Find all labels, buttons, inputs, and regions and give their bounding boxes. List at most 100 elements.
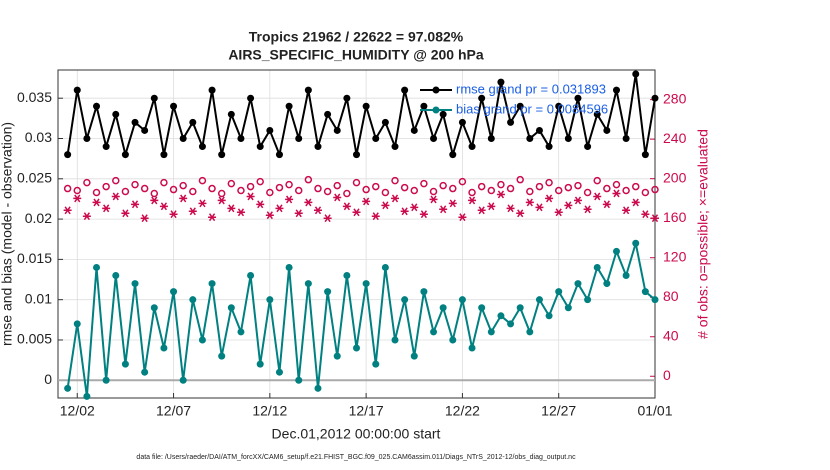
point [170,102,178,110]
point [93,102,101,110]
point [343,189,351,198]
y2-tick-label: 0 [663,367,671,383]
point [131,280,139,288]
point [516,304,524,312]
point [275,151,283,159]
point [487,202,496,211]
point [83,135,91,143]
point [141,368,149,376]
point [141,126,149,134]
point [314,184,322,193]
point [304,198,313,207]
point [516,102,524,110]
point [371,212,380,221]
point [227,304,235,312]
y-tick-label: 0.03 [25,129,52,145]
point [573,196,582,205]
point [632,239,640,247]
point [324,110,332,118]
point [121,187,130,196]
point [343,272,351,280]
point [391,143,399,151]
point [323,214,332,223]
point [372,360,380,368]
point [102,143,110,151]
point [468,143,476,151]
point [237,328,245,336]
point [554,186,563,195]
y-tick-label: 0.015 [17,250,52,266]
point [641,151,649,159]
point [651,214,659,223]
point [526,328,534,336]
point [362,185,370,194]
point [525,198,534,207]
point [400,183,409,192]
point [497,312,505,320]
point [430,328,438,336]
chart-subtitle: AIRS_SPECIFIC_HUMIDITY @ 200 hPa [228,47,484,63]
point [140,214,149,223]
point [121,360,129,368]
point [593,110,601,118]
point [189,118,197,126]
point [545,312,553,320]
point [516,175,524,184]
point [227,204,236,213]
point [507,320,515,328]
point [92,188,101,197]
point [227,179,236,188]
point [564,201,573,210]
point [381,263,389,271]
point [487,135,495,143]
point [121,209,130,218]
point [285,180,293,189]
point [574,94,582,102]
point [304,280,312,288]
point [313,206,322,215]
point [420,179,428,188]
point [188,207,197,216]
point [612,180,621,189]
point [583,205,592,214]
point [401,86,409,94]
point [535,126,543,134]
point [275,183,284,192]
footnote: data file: /Users/raeder/DAI/ATM_forcXX/… [136,454,576,461]
point [333,193,342,202]
point [73,320,81,328]
point [64,384,72,392]
point [246,182,255,191]
point [372,135,380,143]
point [160,344,168,352]
point [236,208,245,217]
series-line [66,73,656,159]
point [526,135,534,143]
point [651,296,659,304]
point [458,118,466,126]
point [208,280,216,288]
point [612,86,620,94]
point [631,182,640,191]
point [179,194,188,203]
point [439,110,447,118]
point [352,178,361,187]
point [179,135,187,143]
point [641,188,650,197]
point [545,143,553,151]
point [362,280,370,288]
point [150,94,158,102]
point [333,126,341,134]
plot-frame [57,69,656,399]
point [632,70,640,78]
point [574,181,582,190]
y2-tick-label: 80 [663,288,679,304]
point [275,368,283,376]
x-tick-label: 12/12 [252,403,287,419]
y2-tick-label: 40 [663,327,679,343]
point [593,192,602,201]
legend-marker [432,106,440,114]
point [160,151,168,159]
point [612,189,621,198]
point [265,211,274,220]
